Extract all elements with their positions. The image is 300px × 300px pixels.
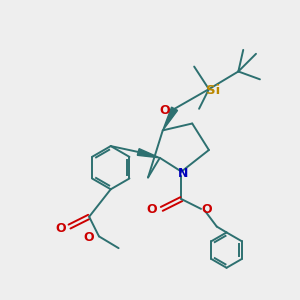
Text: O: O (202, 203, 212, 216)
Text: O: O (159, 104, 170, 117)
Text: O: O (56, 222, 66, 235)
Text: N: N (178, 167, 189, 180)
Polygon shape (137, 148, 160, 158)
Text: O: O (84, 231, 94, 244)
Text: O: O (147, 203, 157, 216)
Polygon shape (163, 107, 178, 130)
Text: Si: Si (206, 84, 220, 97)
